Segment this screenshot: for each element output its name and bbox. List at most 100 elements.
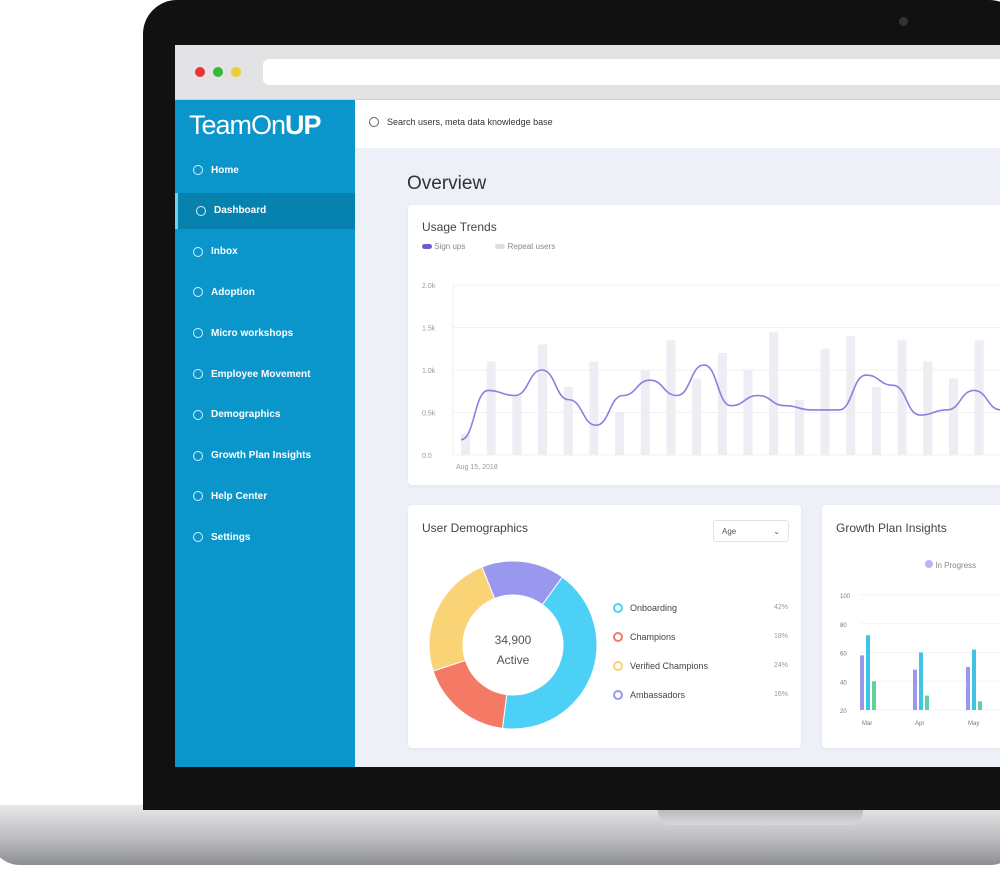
sidebar-item-settings[interactable]: Settings [175,519,355,555]
x-tick-label: Aug 15, 2018 [456,464,498,471]
growth-chart: 100 80 60 40 20 Mar Apr May [840,594,1000,727]
usage-bar [769,331,779,455]
dropdown-value: Age [722,527,737,536]
legend-label: Onboarding [630,602,678,613]
legend-repeat-users[interactable]: Repeat users [495,242,555,251]
logo: TeamOnUP [189,110,322,140]
usage-bar [615,412,625,455]
legend-marker-icon [613,602,623,613]
legend-label: Sign ups [434,242,466,251]
x-tick-label: May [968,721,979,727]
card-title: Usage Trends [422,220,497,234]
y-tick-label: 0.0 [422,453,432,460]
card-title: Growth Plan Insights [836,521,947,535]
maximize-button[interactable] [213,67,223,77]
age-filter-dropdown[interactable]: Age ⌄ [713,520,789,542]
search-icon [369,117,379,127]
screen: TeamOnUP Home Dashboard Inbox Adoption Micro… [175,45,1000,767]
sidebar-item-dashboard[interactable]: Dashboard [175,192,355,229]
legend-marker-icon [613,689,623,700]
sidebar-item-inbox[interactable]: Inbox [175,234,355,270]
donut-slice-ambassadors [481,560,564,606]
usage-bar [794,399,804,455]
usage-bar [923,361,933,455]
legend-in-progress[interactable]: In Progress [925,560,976,570]
usage-bar [948,378,958,455]
y-tick-label: 40 [840,680,847,686]
inbox-icon [193,246,203,257]
growth-bar [913,669,917,710]
search-placeholder: Search users, meta data knowledge base [387,117,553,127]
legend-marker-icon [613,660,623,671]
legend-label: Repeat users [507,242,556,251]
y-tick-label: 100 [840,594,851,600]
sidebar-item-adoption[interactable]: Adoption [175,274,355,310]
y-tick-label: 60 [840,652,847,658]
usage-trends-chart: 2.0k 1.5k 1.0k 0.5k 0.0 Aug 15, 2018 [422,283,1000,471]
sidebar-item-micro-workshops[interactable]: Micro workshops [175,315,355,351]
usage-bar [897,340,907,455]
legend-item[interactable]: Champions 18% [613,622,788,651]
sidebar-item-home[interactable]: Home [175,152,355,188]
legend-item[interactable]: Verified Champions 24% [613,651,788,680]
dashboard-icon [196,205,206,216]
donut-slice-onboarding [501,576,598,730]
usage-bar [589,361,599,455]
sidebar-item-label: Settings [211,531,251,543]
usage-bar [563,387,573,455]
y-tick-label: 1.0k [422,368,436,375]
close-button[interactable] [195,67,205,77]
browser-chrome [175,45,1000,100]
sign-ups-line [460,364,1000,441]
legend-marker-icon [613,631,623,642]
legend-value: 42% [773,604,788,611]
growth-bar [860,655,864,710]
usage-trends-card: Usage Trends Sign ups Repeat users 2.0k 1… [408,205,1000,485]
sidebar-item-label: Home [211,164,239,176]
sidebar-item-label: Adoption [211,286,255,298]
growth-plan-card: Growth Plan Insights In Progress 100 80 60… [822,505,1000,748]
x-tick-label: Apr [915,721,924,727]
sidebar-item-demographics[interactable]: Demographics [175,397,355,433]
usage-bar [512,395,522,455]
legend-sign-ups[interactable]: Sign ups [422,242,465,251]
sidebar-item-label: Employee Movement [211,368,311,380]
settings-icon [193,532,203,543]
usage-bar [640,370,650,455]
usage-bar [717,353,727,455]
sidebar-item-label: Dashboard [214,205,267,217]
demographics-icon [193,409,203,420]
page-title: Overview [407,173,487,194]
search-input[interactable]: Search users, meta data knowledge base [369,117,553,127]
usage-bar [538,344,548,455]
x-tick-label: Mar [862,721,872,727]
usage-bar [820,348,830,455]
user-demographics-card: User Demographics Age ⌄ 34,900 Active Onb… [408,505,801,748]
usage-bar [743,370,753,455]
legend-value: 18% [773,633,788,640]
movement-icon [193,369,203,379]
y-tick-label: 20 [840,709,847,715]
sidebar-item-employee-movement[interactable]: Employee Movement [175,356,355,392]
donut-slice-champions [432,659,508,729]
legend-item[interactable]: Onboarding 42% [613,593,788,622]
center-label: Active [496,653,530,667]
sidebar-item-growth-plan-insights[interactable]: Growth Plan Insights [175,438,355,474]
growth-icon [193,450,203,461]
legend-item[interactable]: Ambassadors 16% [613,680,788,709]
growth-bar [972,649,976,710]
growth-bar [872,681,876,710]
legend-value: 16% [773,691,788,698]
usage-bar [692,378,702,455]
minimize-button[interactable] [231,67,241,77]
growth-bar [966,666,970,710]
card-title: User Demographics [422,521,529,535]
legend-value: 24% [773,662,788,669]
usage-bar [974,340,984,455]
y-tick-label: 2.0k [422,283,436,290]
adoption-icon [193,287,203,298]
chevron-down-icon: ⌄ [773,527,780,536]
sidebar-item-help-center[interactable]: Help Center [175,478,355,514]
sidebar-item-label: Growth Plan Insights [211,450,312,462]
address-bar[interactable] [263,59,1000,85]
